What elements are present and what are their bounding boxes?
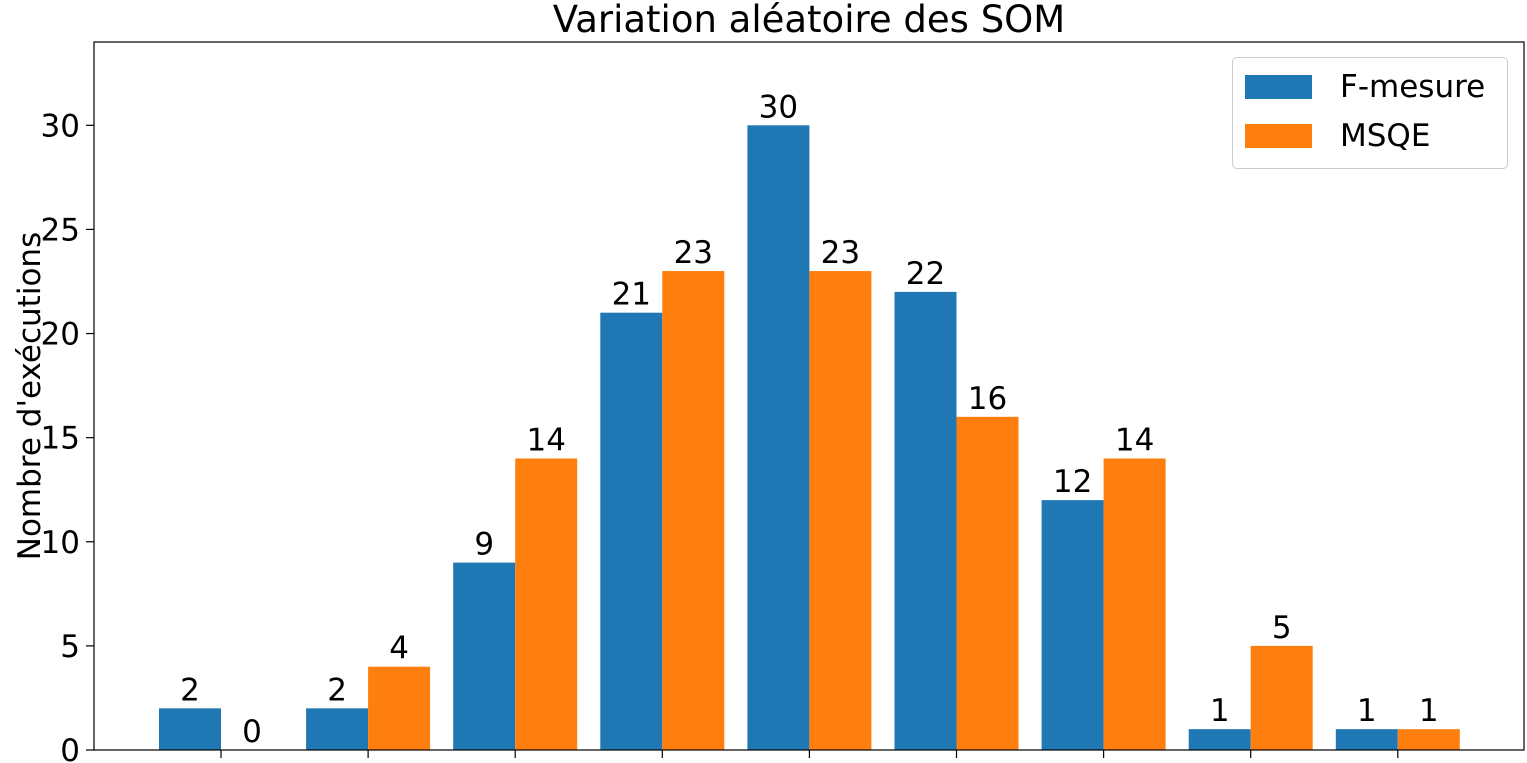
bar-0-6 xyxy=(1041,500,1104,750)
bar-1-6 xyxy=(1103,458,1166,750)
bar-0-7 xyxy=(1188,729,1251,750)
bar-0-5 xyxy=(894,291,957,750)
data-label-1-6: 14 xyxy=(1115,422,1154,458)
data-label-1-5: 16 xyxy=(968,381,1007,417)
bar-0-4 xyxy=(747,125,810,750)
data-label-1-0: 0 xyxy=(242,714,262,750)
bar-1-1 xyxy=(368,666,431,750)
y-axis-label: Nombre d'exécutions xyxy=(12,231,48,561)
y-tick-label-20: 20 xyxy=(41,317,80,353)
data-label-1-7: 5 xyxy=(1272,610,1292,646)
bar-0-3 xyxy=(600,312,663,750)
legend-label-f-mesure: F-mesure xyxy=(1340,69,1486,105)
data-label-0-2: 9 xyxy=(474,527,494,563)
data-label-0-5: 22 xyxy=(906,256,945,292)
data-label-1-8: 1 xyxy=(1419,693,1439,729)
bar-1-5 xyxy=(956,416,1019,750)
bar-0-2 xyxy=(453,562,516,750)
y-tick-label-30: 30 xyxy=(41,108,80,144)
legend: F-mesure MSQE xyxy=(1232,57,1508,169)
legend-item-f-mesure: F-mesure xyxy=(1245,69,1486,105)
legend-swatch-f-mesure xyxy=(1245,75,1312,99)
y-tick-label-15: 15 xyxy=(41,421,80,457)
y-tick-label-25: 25 xyxy=(41,212,80,248)
data-label-1-4: 23 xyxy=(821,235,860,271)
y-tick-label-0: 0 xyxy=(60,733,80,763)
legend-label-msqe: MSQE xyxy=(1340,118,1431,154)
data-label-1-2: 14 xyxy=(526,422,565,458)
data-label-0-0: 2 xyxy=(180,672,200,708)
data-label-0-3: 21 xyxy=(612,277,651,313)
bar-1-4 xyxy=(809,271,872,750)
data-label-0-1: 2 xyxy=(327,672,347,708)
bar-1-7 xyxy=(1250,645,1313,750)
bar-1-8 xyxy=(1397,729,1460,750)
data-label-1-3: 23 xyxy=(674,235,713,271)
chart-title: Variation aléatoire des SOM xyxy=(552,0,1066,41)
bar-0-8 xyxy=(1335,729,1398,750)
data-label-1-1: 4 xyxy=(389,631,409,667)
legend-item-msqe: MSQE xyxy=(1245,118,1431,154)
bar-0-0 xyxy=(159,708,221,750)
y-tick-label-10: 10 xyxy=(41,525,80,561)
y-tick-label-5: 5 xyxy=(60,629,80,665)
bar-1-3 xyxy=(662,271,725,750)
legend-swatch-msqe xyxy=(1245,124,1312,148)
bar-1-2 xyxy=(515,458,578,750)
bar-0-1 xyxy=(306,708,369,750)
data-label-0-6: 12 xyxy=(1053,464,1092,500)
data-label-0-7: 1 xyxy=(1210,693,1230,729)
data-label-0-8: 1 xyxy=(1357,693,1377,729)
data-label-0-4: 30 xyxy=(759,89,798,125)
